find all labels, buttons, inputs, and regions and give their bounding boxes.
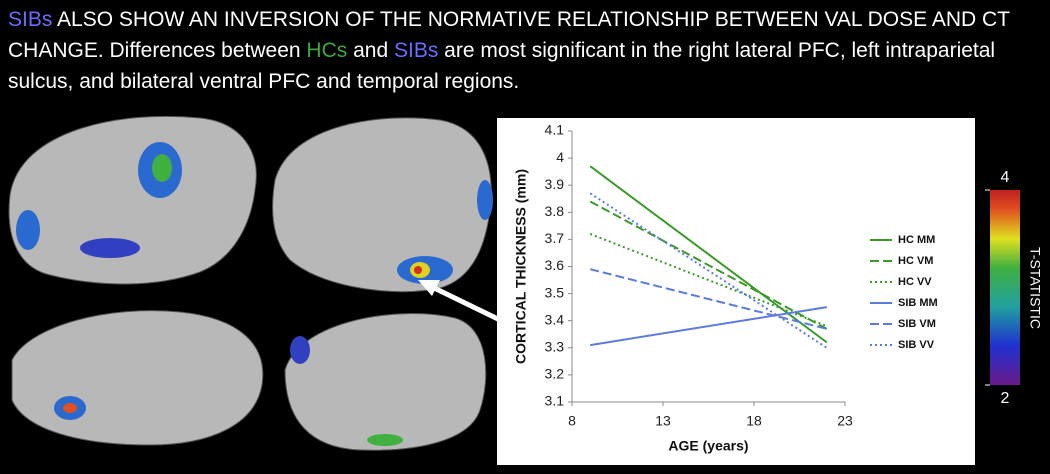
y-tick-label: 3.5 (545, 284, 565, 300)
header-text: are most significant in the right latera… (8, 39, 996, 93)
x-tick-label: 8 (568, 413, 576, 429)
y-tick-label: 3.7 (545, 230, 565, 246)
header-text: ALSO SHOW AN INVERSION OF THE NORMATIVE … (8, 8, 1010, 62)
y-tick-label: 3.9 (545, 176, 565, 192)
colorbar-title: T-STATISTIC (1027, 247, 1043, 329)
brain-images (8, 115, 502, 451)
legend-label: SIB VM (898, 318, 936, 330)
y-axis-label: CORTICAL THICKNESS (mm) (513, 169, 529, 364)
header-text: SIBs (8, 8, 53, 31)
series-line (590, 306, 827, 347)
colorbar-tick-label: 2 (1001, 390, 1010, 407)
legend-label: SIB MM (898, 297, 938, 309)
series-line (589, 233, 828, 328)
y-tick-label: 4.1 (545, 122, 565, 138)
y-tick-label: 4 (556, 149, 564, 165)
y-tick-label: 3.6 (545, 257, 565, 273)
legend-label: SIB VV (898, 339, 935, 351)
x-tick-label: 23 (837, 413, 853, 429)
x-axis-label: AGE (years) (668, 438, 748, 454)
y-tick-label: 3.1 (545, 393, 565, 409)
colorbar-tick-label: 4 (1001, 169, 1010, 186)
y-tick-label: 3.4 (545, 311, 565, 327)
y-tick-label: 3.3 (545, 339, 565, 355)
header-text: HCs (306, 39, 348, 62)
colorbar (990, 190, 1020, 385)
x-tick-label: 13 (655, 413, 671, 429)
x-tick-label: 18 (746, 413, 762, 429)
header-text: and (347, 39, 394, 62)
y-tick-label: 3.8 (545, 203, 565, 219)
header-text: SIBs (393, 39, 439, 62)
series-line (589, 200, 828, 330)
legend-label: HC VV (898, 276, 932, 288)
legend-label: HC VM (898, 255, 933, 267)
legend-label: HC MM (898, 234, 935, 246)
series-line (589, 268, 828, 330)
y-tick-label: 3.2 (545, 366, 565, 382)
series-line (589, 192, 828, 349)
header: SIBs ALSO SHOW AN INVERSION OF THE NORMA… (8, 4, 1044, 97)
